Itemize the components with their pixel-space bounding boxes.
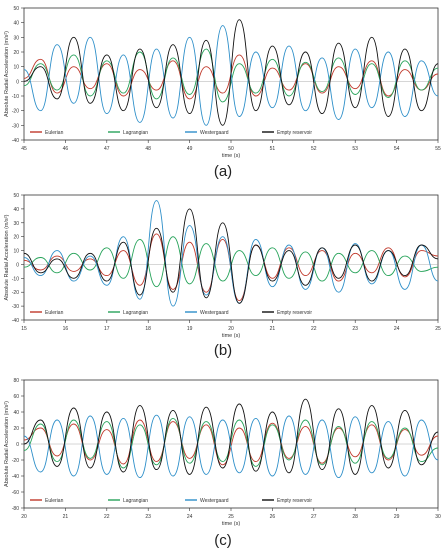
- x-tick-label: 24: [187, 514, 193, 520]
- y-tick-label: -60: [12, 490, 19, 496]
- x-tick-label: 19: [187, 326, 193, 332]
- plot-area: [23, 194, 439, 321]
- x-tick-label: 22: [311, 326, 317, 332]
- series-line-westergaard: [23, 414, 439, 479]
- y-axis-label: Absolute Radial Acceleration (m/s²): [4, 214, 10, 300]
- legend-entry: Empty reservoir: [277, 498, 312, 504]
- chart-panel-1: -40 -30 -20 -10 0 10 20 30 40 50 45 46 47 48 49 50 51 52 5…: [4, 6, 441, 159]
- x-tick-label: 25: [228, 514, 234, 520]
- x-tick-label: 52: [311, 146, 317, 152]
- y-tick-label: 50: [13, 6, 19, 12]
- x-tick-label: 15: [21, 326, 27, 332]
- series-line-lagrangian: [23, 417, 439, 469]
- x-tick-label: 27: [311, 514, 317, 520]
- y-tick-label: 50: [13, 193, 19, 199]
- y-tick-label: 0: [16, 79, 19, 85]
- x-axis-label: time (s): [222, 333, 241, 339]
- x-tick-label: 21: [63, 514, 69, 520]
- x-tick-label: 20: [21, 514, 27, 520]
- x-tick-label: 54: [394, 146, 400, 152]
- series-line-westergaard: [23, 25, 439, 126]
- y-tick-label: -10: [12, 276, 19, 282]
- y-tick-label: 20: [13, 50, 19, 56]
- x-tick-label: 50: [228, 146, 234, 152]
- x-tick-label: 28: [352, 514, 358, 520]
- y-tick-label: -40: [12, 474, 19, 480]
- legend-entry: Lagrangian: [123, 498, 148, 504]
- x-axis-label: time (s): [222, 153, 241, 159]
- legend-entry: Empty reservoir: [277, 310, 312, 316]
- y-tick-label: 10: [13, 249, 19, 255]
- y-tick-label: -30: [12, 123, 19, 129]
- y-tick-label: 20: [13, 235, 19, 241]
- series-line-empty-reservoir: [23, 19, 439, 126]
- legend-entry: Westergaard: [200, 498, 229, 504]
- y-tick-label: -40: [12, 318, 19, 324]
- x-tick-label: 55: [435, 146, 441, 152]
- x-axis-label: time (s): [222, 521, 241, 527]
- x-tick-label: 25: [435, 326, 441, 332]
- y-tick-label: -80: [12, 506, 19, 512]
- legend-entry: Eulerian: [45, 310, 64, 316]
- x-tick-label: 45: [21, 146, 27, 152]
- legend-entry: Empty reservoir: [277, 130, 312, 136]
- y-axis-label: Absolute Radial Acceleration (m/s²): [4, 401, 10, 487]
- x-tick-label: 26: [270, 514, 276, 520]
- y-tick-label: -10: [12, 94, 19, 100]
- y-tick-label: -20: [12, 458, 19, 464]
- x-tick-label: 24: [394, 326, 400, 332]
- x-tick-label: 16: [63, 326, 69, 332]
- panel-label: (b): [214, 342, 232, 359]
- x-tick-label: 46: [63, 146, 69, 152]
- x-tick-label: 22: [104, 514, 110, 520]
- y-tick-label: 20: [13, 426, 19, 432]
- x-tick-label: 23: [352, 326, 358, 332]
- y-tick-label: -40: [12, 138, 19, 144]
- x-tick-label: 51: [270, 146, 276, 152]
- y-axis-label: Absolute Radial Acceleration (m/s²): [4, 31, 10, 117]
- legend-entry: Westergaard: [200, 130, 229, 136]
- y-tick-label: 40: [13, 410, 19, 416]
- x-tick-label: 20: [228, 326, 234, 332]
- panel-label: (a): [214, 163, 232, 180]
- y-tick-label: -30: [12, 304, 19, 310]
- y-tick-label: 30: [13, 35, 19, 41]
- legend-entry: Lagrangian: [123, 310, 148, 316]
- legend-entry: Eulerian: [45, 130, 64, 136]
- y-tick-label: 80: [13, 378, 19, 384]
- x-tick-label: 23: [145, 514, 151, 520]
- chart-panel-3: -80 -60 -40 -20 0 20 40 60 80 20 21 22 23 24 25 26 27 28 2…: [4, 378, 441, 527]
- y-tick-label: 10: [13, 65, 19, 71]
- y-tick-label: 60: [13, 394, 19, 400]
- series-line-empty-reservoir: [23, 398, 439, 475]
- y-tick-label: 0: [16, 442, 19, 448]
- series-line-lagrangian: [23, 236, 439, 288]
- x-tick-label: 47: [104, 146, 110, 152]
- y-tick-label: -20: [12, 290, 19, 296]
- x-tick-label: 21: [270, 326, 276, 332]
- y-tick-label: 40: [13, 207, 19, 213]
- y-tick-label: 0: [16, 262, 19, 268]
- y-tick-label: -20: [12, 109, 19, 115]
- y-tick-label: 30: [13, 221, 19, 227]
- y-tick-label: 40: [13, 21, 19, 27]
- legend-entry: Westergaard: [200, 310, 229, 316]
- chart-panel-2: -40 -30 -20 -10 0 10 20 30 40 50 15 16 17 18 19 20 21 22 2…: [4, 193, 441, 339]
- x-tick-label: 53: [352, 146, 358, 152]
- x-tick-label: 48: [145, 146, 151, 152]
- panel-label: (c): [214, 532, 232, 549]
- x-tick-label: 18: [145, 326, 151, 332]
- x-tick-label: 29: [394, 514, 400, 520]
- x-tick-label: 17: [104, 326, 110, 332]
- x-tick-label: 30: [435, 514, 441, 520]
- legend-entry: Eulerian: [45, 498, 64, 504]
- x-tick-label: 49: [187, 146, 193, 152]
- legend-entry: Lagrangian: [123, 130, 148, 136]
- series-line-empty-reservoir: [23, 208, 439, 304]
